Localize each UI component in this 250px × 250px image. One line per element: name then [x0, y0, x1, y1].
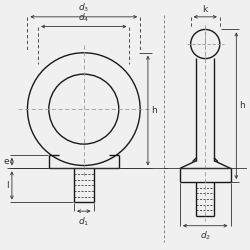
Text: $d_3$: $d_3$: [78, 2, 90, 14]
Text: $d_4$: $d_4$: [78, 11, 90, 24]
Text: $d_2$: $d_2$: [200, 230, 211, 242]
Text: k: k: [202, 5, 208, 14]
Text: h: h: [151, 106, 156, 115]
Text: $d_1$: $d_1$: [78, 215, 90, 228]
Text: l: l: [6, 181, 9, 190]
Text: e: e: [3, 157, 9, 166]
Text: h: h: [239, 101, 245, 110]
